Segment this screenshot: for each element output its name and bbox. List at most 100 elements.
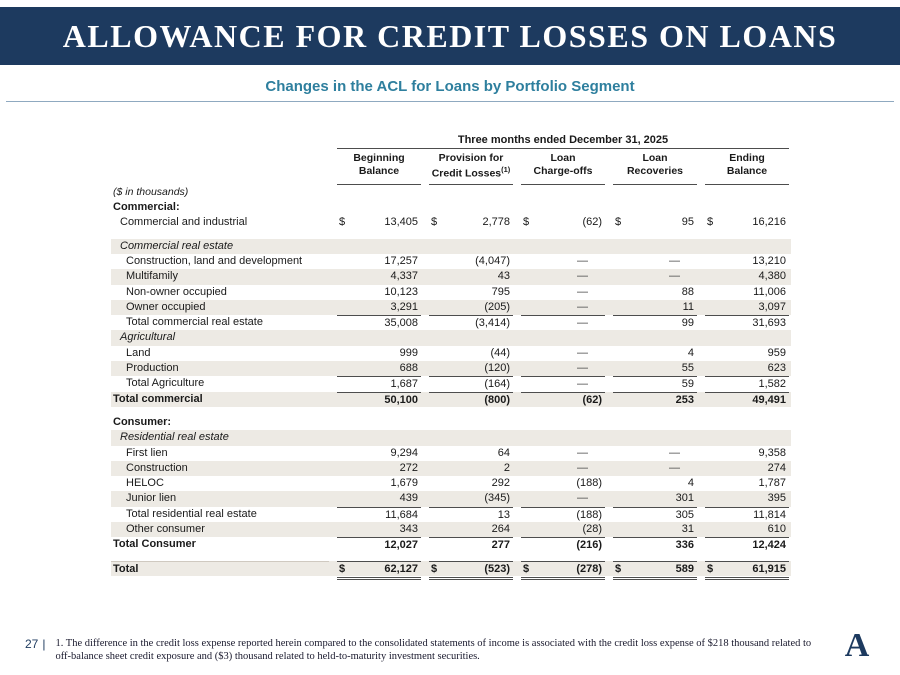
- acl-table-body: ($ in thousands) Commercial: Commercial an…: [111, 185, 791, 580]
- cell-value: 9,358: [758, 446, 786, 459]
- cell-value: 274: [767, 461, 786, 474]
- cell-value: [429, 239, 513, 254]
- cell-value: [705, 239, 789, 254]
- cell-value: [337, 185, 421, 200]
- cell-value: 4: [687, 346, 694, 359]
- dollar-sign: $: [431, 562, 438, 575]
- dollar-sign: $: [523, 216, 530, 229]
- cell-value: 31,693: [705, 315, 789, 331]
- table-row: Commercial:: [111, 200, 791, 215]
- cell-value: $ (278): [521, 560, 605, 580]
- cell-value: —: [577, 270, 588, 283]
- cell-value: $ (62): [521, 215, 605, 230]
- cell-value: (120): [484, 362, 510, 375]
- cell-value: [705, 330, 789, 345]
- cell-value: [521, 415, 605, 430]
- row-label: Non-owner occupied: [126, 285, 227, 298]
- cell-value: [521, 185, 605, 200]
- cell-value: (44): [490, 346, 510, 359]
- cell-value: 49,491: [705, 391, 789, 408]
- table-row: [111, 553, 791, 561]
- page-number: 27: [25, 636, 39, 651]
- table-row: Commercial and industrial $13,405 $2,778 $(…: [111, 215, 791, 230]
- row-label: Multifamily: [126, 270, 178, 283]
- row-label: Other consumer: [126, 522, 205, 535]
- cell-value: [521, 239, 605, 254]
- cell-value: (28): [582, 522, 602, 535]
- table-span-header: Three months ended December 31, 2025: [337, 134, 789, 149]
- cell-value: [613, 415, 697, 430]
- cell-value: —: [521, 376, 605, 392]
- column-headers: Beginning Balance Provision for Credit Loss…: [111, 149, 791, 185]
- cell-value: [429, 415, 513, 430]
- cell-value: (205): [484, 300, 510, 313]
- cell-value: 3,291: [390, 300, 418, 313]
- cell-value: 88: [681, 285, 694, 298]
- cell-value: $2,778: [429, 215, 513, 230]
- row-label: Total residential real estate: [126, 507, 257, 520]
- cell-value: 10,123: [384, 285, 418, 298]
- row-label: First lien: [126, 446, 168, 459]
- row-label: Commercial:: [113, 201, 180, 214]
- cell-value: $61,915: [705, 560, 789, 580]
- dollar-sign: $: [431, 216, 438, 229]
- slide-title: ALLOWANCE FOR CREDIT LOSSES ON LOANS: [62, 17, 838, 54]
- table-row: Junior lien 439 (345) — 301 395: [111, 491, 791, 507]
- table-row: Total Consumer 12,027 277 (216) 336 12,424: [111, 537, 791, 552]
- cell-value: —: [577, 446, 588, 459]
- cell-value: 1,679: [390, 477, 418, 490]
- table-row: Owner occupied 3,291 (205) — 11 3,097: [111, 299, 791, 316]
- cell-value: [521, 330, 605, 345]
- cell-value: [705, 430, 789, 445]
- cell-value: —: [577, 362, 588, 375]
- cell-value: 301: [675, 492, 694, 505]
- cell-value: 11,006: [753, 285, 786, 298]
- cell-value: [705, 185, 789, 200]
- cell-value: 959: [767, 346, 786, 359]
- cell-value: [613, 330, 697, 345]
- cell-value: 292: [491, 477, 510, 490]
- table-row: [111, 407, 791, 415]
- cell-value: 55: [681, 362, 694, 375]
- cell-value: 343: [399, 522, 418, 535]
- table-row: Total commercial real estate 35,008 (3,414…: [111, 315, 791, 330]
- table-row: Total Agriculture 1,687 (164) — 59 1,582: [111, 376, 791, 391]
- divider-line: [6, 101, 894, 102]
- cell-value: [429, 200, 513, 215]
- cell-value: 31: [681, 522, 694, 535]
- table-row: Non-owner occupied 10,123 795 — 88 11,006: [111, 285, 791, 300]
- cell-value: $95: [613, 215, 697, 230]
- cell-value: 1,687: [337, 376, 421, 392]
- row-label: Agricultural: [120, 331, 176, 344]
- cell-value: [429, 330, 513, 345]
- acl-table: Three months ended December 31, 2025 Beg…: [111, 134, 791, 580]
- cell-value: 1,582: [705, 376, 789, 392]
- cell-value: [429, 185, 513, 200]
- table-row: Production 688 (120) — 55 623: [111, 361, 791, 377]
- cell-value: (3,414): [429, 315, 513, 331]
- cell-value: 610: [767, 522, 786, 535]
- column-header-spacer: [111, 149, 329, 185]
- cell-value: 4: [687, 477, 694, 490]
- page-number-separator: |: [42, 636, 46, 651]
- cell-value: 305: [613, 506, 697, 523]
- table-row: Total residential real estate 11,684 13 (18…: [111, 506, 791, 523]
- dollar-sign: $: [339, 216, 346, 229]
- row-label: Total: [111, 560, 329, 580]
- table-row: Construction, land and development 17,257…: [111, 254, 791, 269]
- cell-value: 13: [429, 506, 513, 523]
- cell-value: [337, 239, 421, 254]
- cell-value: 253: [613, 391, 697, 408]
- cell-value: [613, 185, 697, 200]
- cell-value: —: [577, 285, 588, 298]
- row-label: Consumer:: [113, 415, 172, 428]
- row-label: Land: [126, 346, 151, 359]
- cell-value: —: [577, 461, 588, 474]
- row-label: Construction: [126, 461, 188, 474]
- cell-value: 13,210: [752, 254, 786, 267]
- cell-value: $589: [613, 560, 697, 580]
- cell-value: 99: [613, 315, 697, 331]
- cell-value: (62): [521, 391, 605, 408]
- cell-value: [337, 200, 421, 215]
- cell-value: 999: [399, 346, 418, 359]
